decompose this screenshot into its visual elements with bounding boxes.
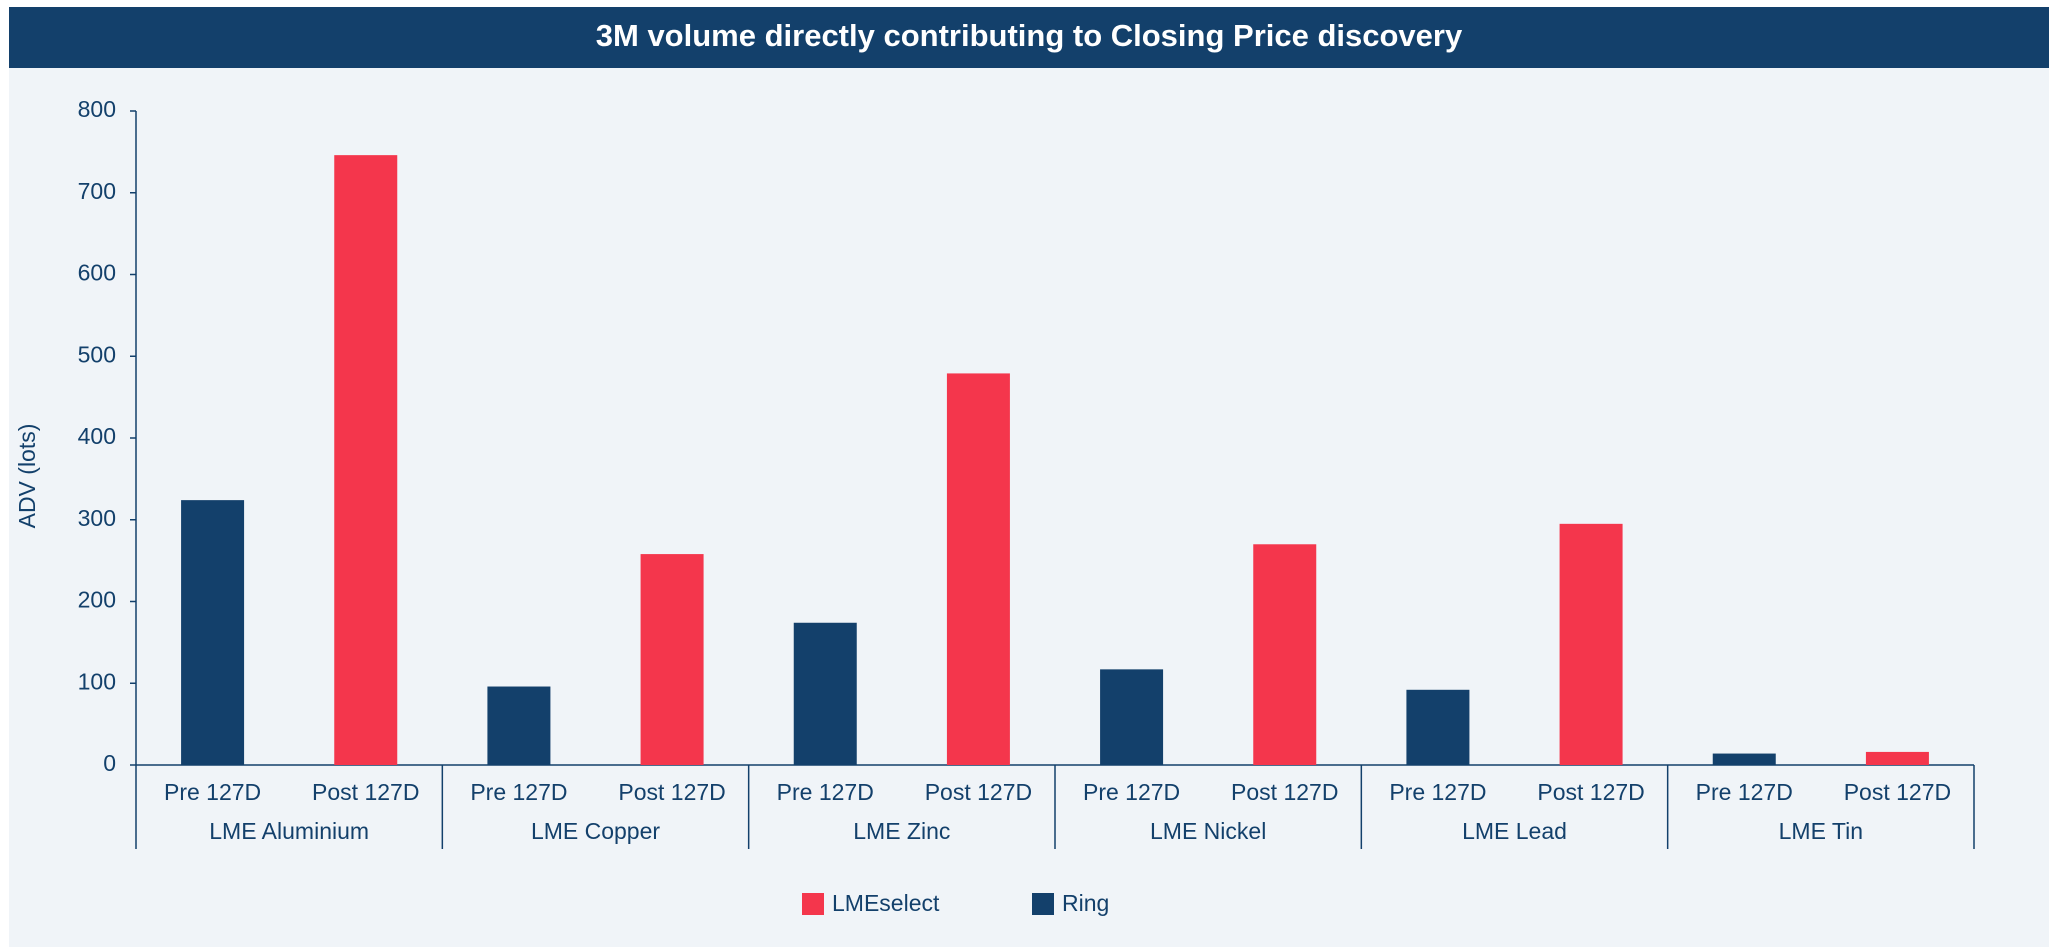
bar (640, 554, 704, 765)
bar (181, 500, 245, 765)
y-tick-label: 300 (78, 505, 116, 531)
bar (793, 622, 857, 765)
x-tick-label: Pre 127D (164, 779, 261, 805)
group-label: LME Nickel (1150, 818, 1266, 844)
bar (1712, 753, 1776, 765)
x-tick-label: Pre 127D (1389, 779, 1486, 805)
y-tick-label: 0 (103, 750, 116, 776)
bar (1406, 689, 1470, 765)
group-label: LME Tin (1779, 818, 1863, 844)
y-tick-label: 600 (78, 260, 116, 286)
x-tick-label: Post 127D (1844, 779, 1951, 805)
y-tick-label: 800 (78, 96, 116, 122)
chart-background (9, 7, 2049, 947)
bar (1559, 523, 1623, 765)
x-tick-label: Post 127D (1537, 779, 1644, 805)
y-tick-label: 700 (78, 178, 116, 204)
x-tick-label: Pre 127D (1083, 779, 1180, 805)
bar (1253, 544, 1317, 765)
title-bar (9, 7, 2049, 68)
bar (1865, 751, 1929, 765)
legend-swatch (802, 893, 824, 915)
group-label: LME Aluminium (209, 818, 369, 844)
x-tick-label: Pre 127D (1696, 779, 1793, 805)
bar (946, 373, 1010, 765)
x-tick-label: Pre 127D (470, 779, 567, 805)
legend-label: LMEselect (832, 890, 940, 916)
group-label: LME Lead (1462, 818, 1567, 844)
y-axis-title: ADV (lots) (14, 424, 40, 529)
bar (1100, 669, 1164, 765)
legend-label: Ring (1062, 890, 1109, 916)
group-label: LME Zinc (853, 818, 950, 844)
chart-title: 3M volume directly contributing to Closi… (596, 18, 1463, 53)
x-tick-label: Post 127D (312, 779, 419, 805)
x-tick-label: Pre 127D (777, 779, 874, 805)
group-label: LME Copper (531, 818, 660, 844)
y-tick-label: 200 (78, 587, 116, 613)
y-tick-label: 400 (78, 423, 116, 449)
bar (487, 686, 551, 765)
y-tick-label: 100 (78, 668, 116, 694)
x-tick-label: Post 127D (925, 779, 1032, 805)
legend-swatch (1032, 893, 1054, 915)
x-tick-label: Post 127D (1231, 779, 1338, 805)
bar (334, 155, 398, 765)
x-tick-label: Post 127D (618, 779, 725, 805)
y-tick-label: 500 (78, 341, 116, 367)
